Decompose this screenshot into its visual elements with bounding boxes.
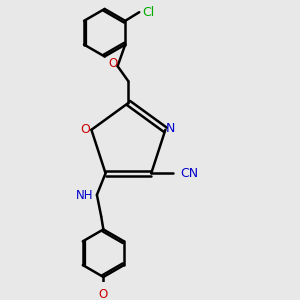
Text: N: N	[166, 122, 176, 135]
Text: NH: NH	[76, 190, 94, 202]
Text: Cl: Cl	[142, 6, 154, 19]
Text: O: O	[99, 288, 108, 300]
Text: CN: CN	[180, 167, 199, 180]
Text: O: O	[109, 57, 118, 70]
Text: O: O	[80, 123, 90, 136]
